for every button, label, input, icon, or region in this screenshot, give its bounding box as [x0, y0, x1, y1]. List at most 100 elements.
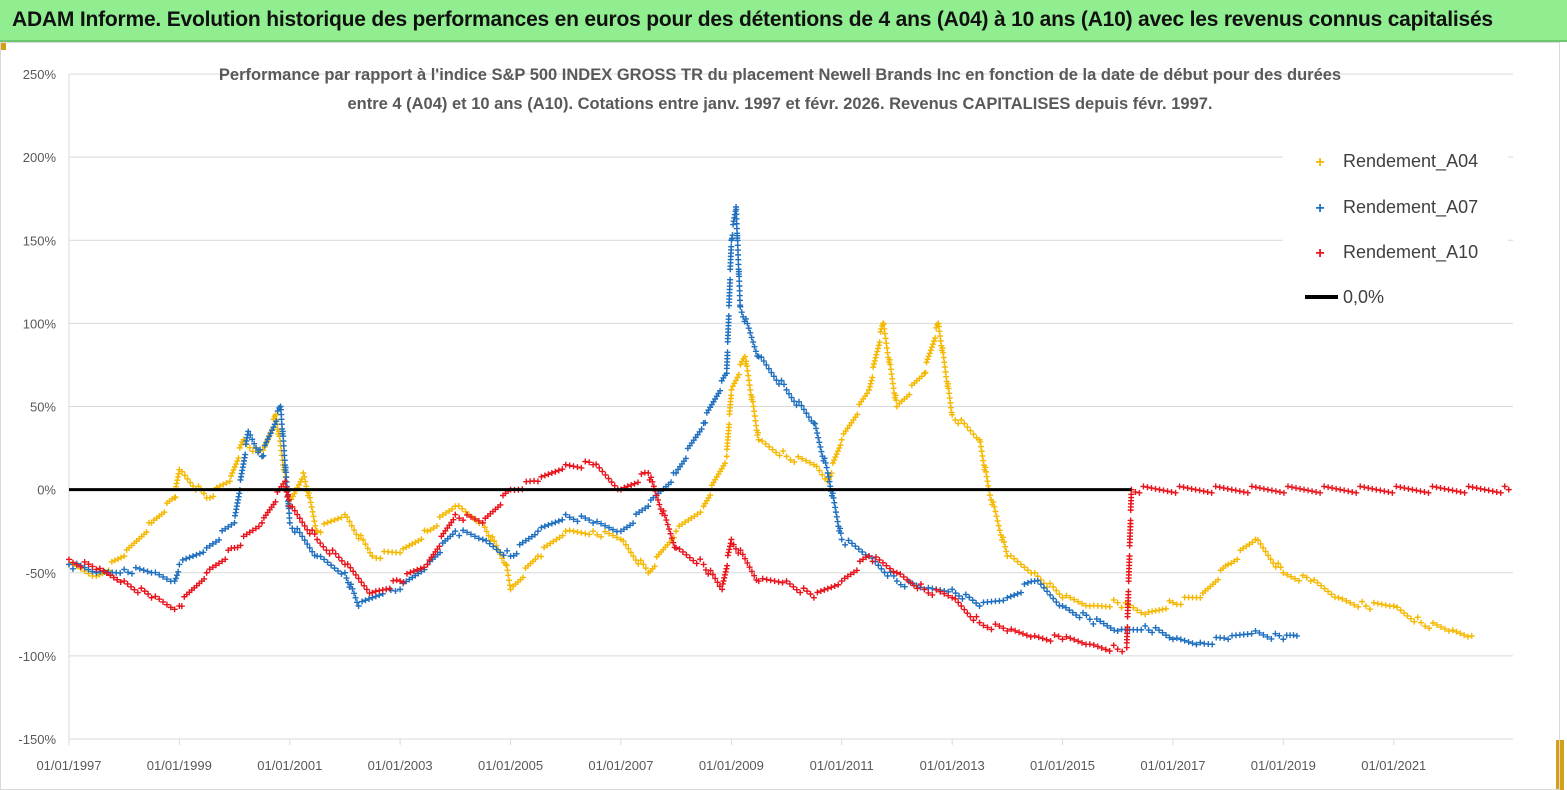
data-marker — [1270, 560, 1277, 567]
data-point — [203, 544, 210, 551]
data-marker — [559, 516, 566, 523]
data-marker — [593, 461, 600, 468]
data-marker — [138, 585, 145, 592]
data-marker — [676, 546, 683, 553]
data-marker — [547, 540, 554, 547]
data-marker — [1240, 489, 1247, 496]
legend: + Rendement_A04 + Rendement_A07 + Rendem… — [1283, 136, 1508, 316]
data-marker — [225, 523, 232, 530]
data-marker — [928, 344, 935, 351]
data-marker — [1497, 489, 1504, 496]
data-marker — [1164, 488, 1171, 495]
data-point — [893, 569, 900, 576]
data-marker — [1277, 564, 1284, 571]
data-marker — [1071, 636, 1078, 643]
data-marker — [924, 356, 931, 363]
data-marker — [196, 550, 203, 557]
data-marker — [362, 597, 369, 604]
data-marker — [355, 575, 362, 582]
data-marker — [952, 595, 959, 602]
data-marker — [917, 581, 924, 588]
data-marker — [1325, 484, 1332, 491]
y-tick-label: -50% — [26, 566, 57, 581]
data-point — [534, 528, 541, 535]
data-marker — [449, 506, 456, 513]
data-marker — [817, 588, 824, 595]
data-marker — [291, 507, 298, 514]
data-point — [1197, 594, 1204, 601]
data-marker — [160, 573, 167, 580]
data-point — [866, 386, 873, 393]
data-marker — [755, 429, 762, 436]
data-marker — [548, 520, 555, 527]
data-marker — [233, 461, 240, 468]
data-point — [1142, 611, 1149, 618]
data-marker — [1351, 601, 1358, 608]
data-marker — [173, 572, 180, 579]
data-point — [1225, 561, 1232, 568]
data-marker — [1063, 592, 1070, 599]
data-marker — [787, 456, 794, 463]
data-marker — [201, 575, 208, 582]
data-marker — [1393, 483, 1400, 490]
data-marker — [1220, 485, 1227, 492]
data-marker — [267, 430, 274, 437]
data-point — [1252, 627, 1259, 634]
data-marker — [1172, 489, 1179, 496]
data-marker — [1501, 483, 1508, 490]
data-marker — [875, 342, 882, 349]
data-marker — [959, 595, 966, 602]
series-rendement_a07 — [66, 204, 1300, 648]
data-marker — [1433, 484, 1440, 491]
data-marker — [620, 537, 627, 544]
data-marker — [775, 381, 782, 388]
data-point — [1059, 636, 1066, 643]
data-marker — [941, 590, 948, 597]
data-marker — [172, 575, 179, 582]
gridlines — [68, 73, 1513, 740]
series — [66, 204, 1512, 655]
data-marker — [1301, 486, 1308, 493]
data-marker — [985, 482, 992, 489]
data-marker — [332, 550, 339, 557]
data-marker — [1192, 486, 1199, 493]
data-marker — [1145, 627, 1152, 634]
title-banner: ADAM Informe. Evolution historique des p… — [0, 0, 1567, 42]
data-marker — [1189, 640, 1196, 647]
data-marker — [832, 509, 839, 516]
data-marker — [1268, 635, 1275, 642]
data-point — [562, 461, 569, 468]
data-marker — [538, 553, 545, 560]
data-marker — [1083, 612, 1090, 619]
data-marker — [876, 339, 883, 346]
data-marker — [977, 438, 984, 445]
data-marker — [483, 537, 490, 544]
data-marker — [873, 351, 880, 358]
sheet-scroll-marker — [0, 42, 6, 50]
data-marker — [522, 537, 529, 544]
data-marker — [738, 309, 745, 316]
data-marker — [1166, 597, 1173, 604]
data-point — [673, 470, 680, 476]
data-marker — [654, 496, 661, 503]
data-marker — [586, 531, 593, 538]
x-tick-label: 01/01/2017 — [1140, 758, 1205, 773]
y-tick-label: 50% — [30, 400, 56, 415]
data-point — [121, 578, 128, 585]
data-marker — [744, 320, 751, 327]
data-marker — [795, 398, 802, 405]
x-tick-label: 01/01/2019 — [1251, 758, 1316, 773]
data-marker — [822, 459, 829, 466]
data-marker — [1221, 635, 1228, 642]
data-marker — [358, 579, 365, 586]
data-marker — [1255, 537, 1262, 544]
data-marker — [1184, 485, 1191, 492]
data-marker — [923, 359, 930, 366]
legend-label-a10: Rendement_A10 — [1343, 242, 1478, 263]
data-marker — [446, 507, 453, 514]
data-marker — [566, 527, 573, 534]
data-marker — [929, 591, 936, 598]
data-marker — [249, 448, 256, 455]
data-marker — [1328, 591, 1335, 598]
data-marker — [500, 552, 507, 559]
